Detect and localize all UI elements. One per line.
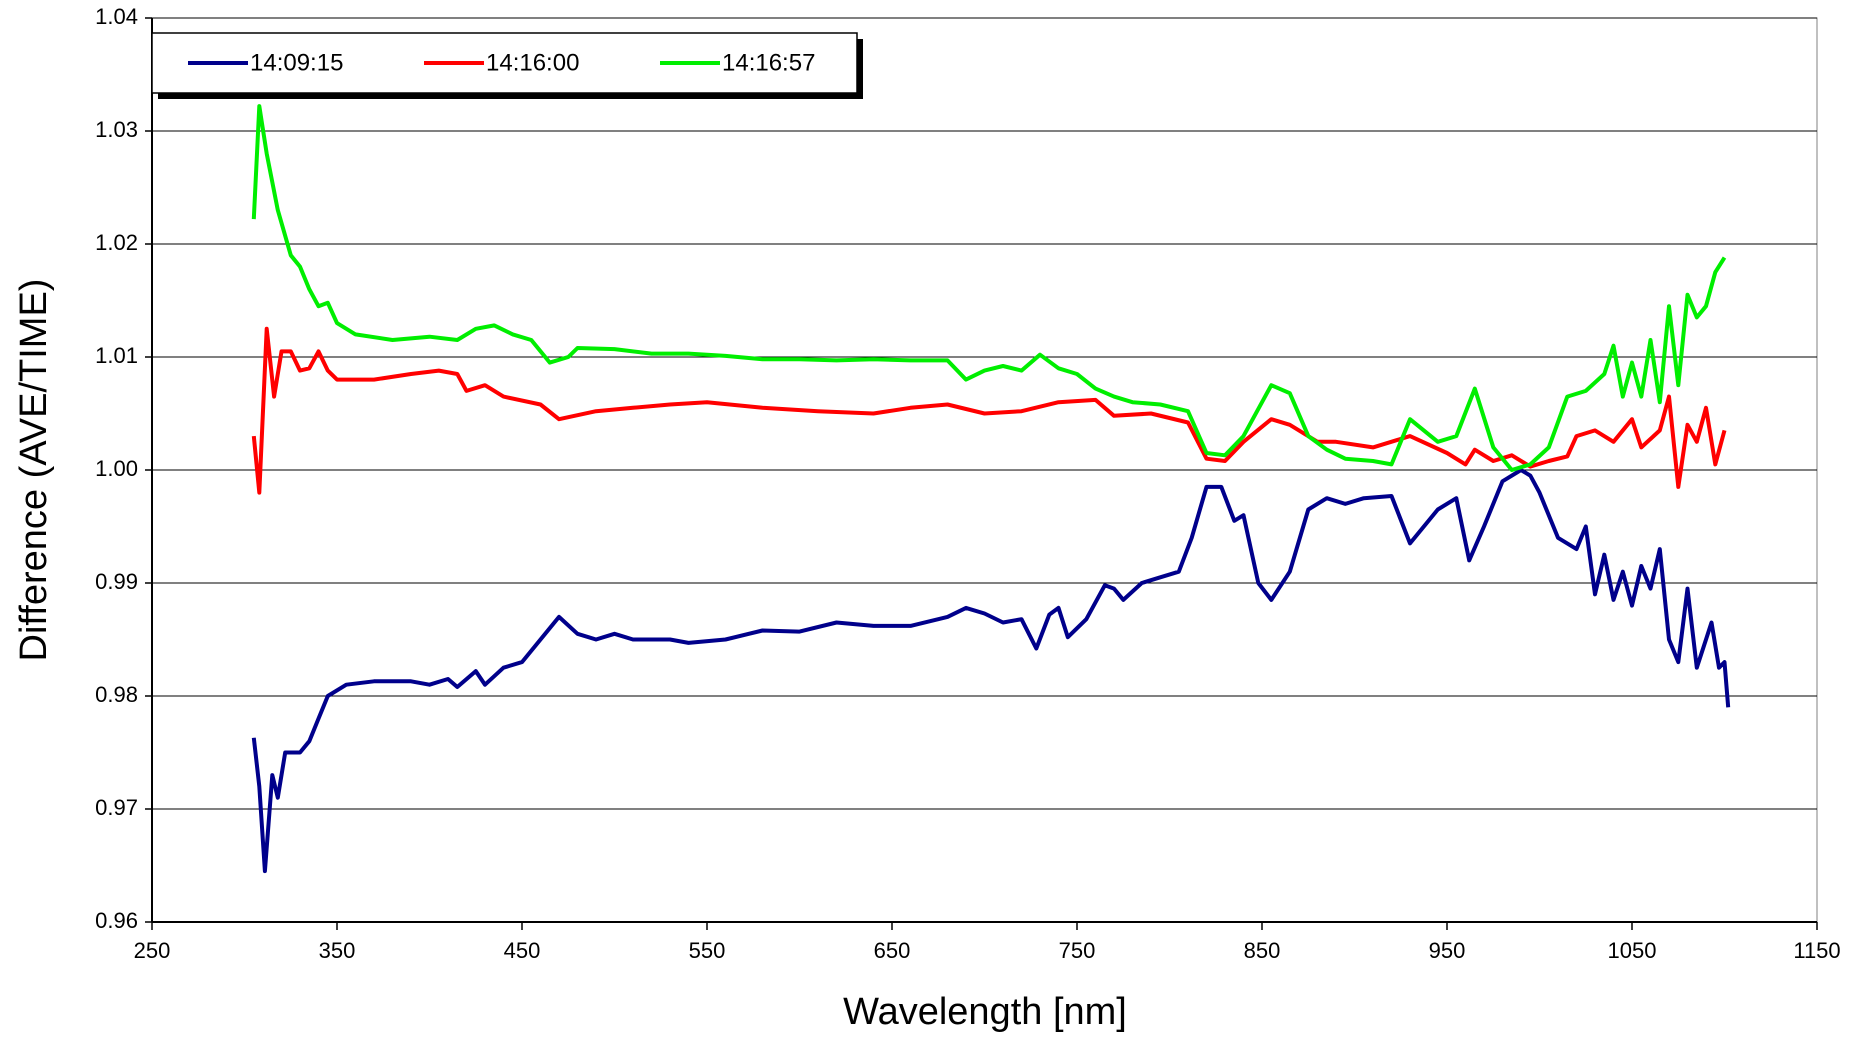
legend-label: 14:16:00	[486, 49, 579, 76]
y-tick-label: 0.97	[95, 795, 138, 820]
y-tick-label: 0.96	[95, 908, 138, 933]
x-tick-label: 1150	[1793, 938, 1840, 963]
x-tick-label: 850	[1244, 938, 1281, 963]
legend	[151, 32, 858, 94]
x-axis-title: Wavelength [nm]	[843, 991, 1127, 1033]
x-tick-label: 350	[319, 938, 356, 963]
x-tick-label: 1050	[1608, 938, 1657, 963]
x-tick-label: 950	[1429, 938, 1466, 963]
series-line	[251, 104, 1727, 472]
y-tick-label: 1.04	[95, 4, 138, 29]
x-tick-label: 650	[874, 938, 911, 963]
y-tick-label: 0.99	[95, 569, 138, 594]
y-tick-label: 1.03	[95, 117, 138, 142]
x-tick-label: 750	[1059, 938, 1096, 963]
y-tick-label: 0.98	[95, 682, 138, 707]
x-tick-label: 550	[689, 938, 726, 963]
x-tick-label: 450	[504, 938, 541, 963]
legend-label: 14:09:15	[250, 49, 343, 76]
series-line	[251, 468, 1731, 874]
y-tick-label: 1.01	[95, 343, 138, 368]
x-tick-label: 250	[134, 938, 171, 963]
y-tick-label: 1.02	[95, 230, 138, 255]
legend-label: 14:16:57	[722, 49, 815, 76]
y-axis-title: Difference (AVE/TIME)	[13, 279, 55, 662]
y-tick-label: 1.00	[95, 456, 138, 481]
series-line	[251, 326, 1727, 495]
